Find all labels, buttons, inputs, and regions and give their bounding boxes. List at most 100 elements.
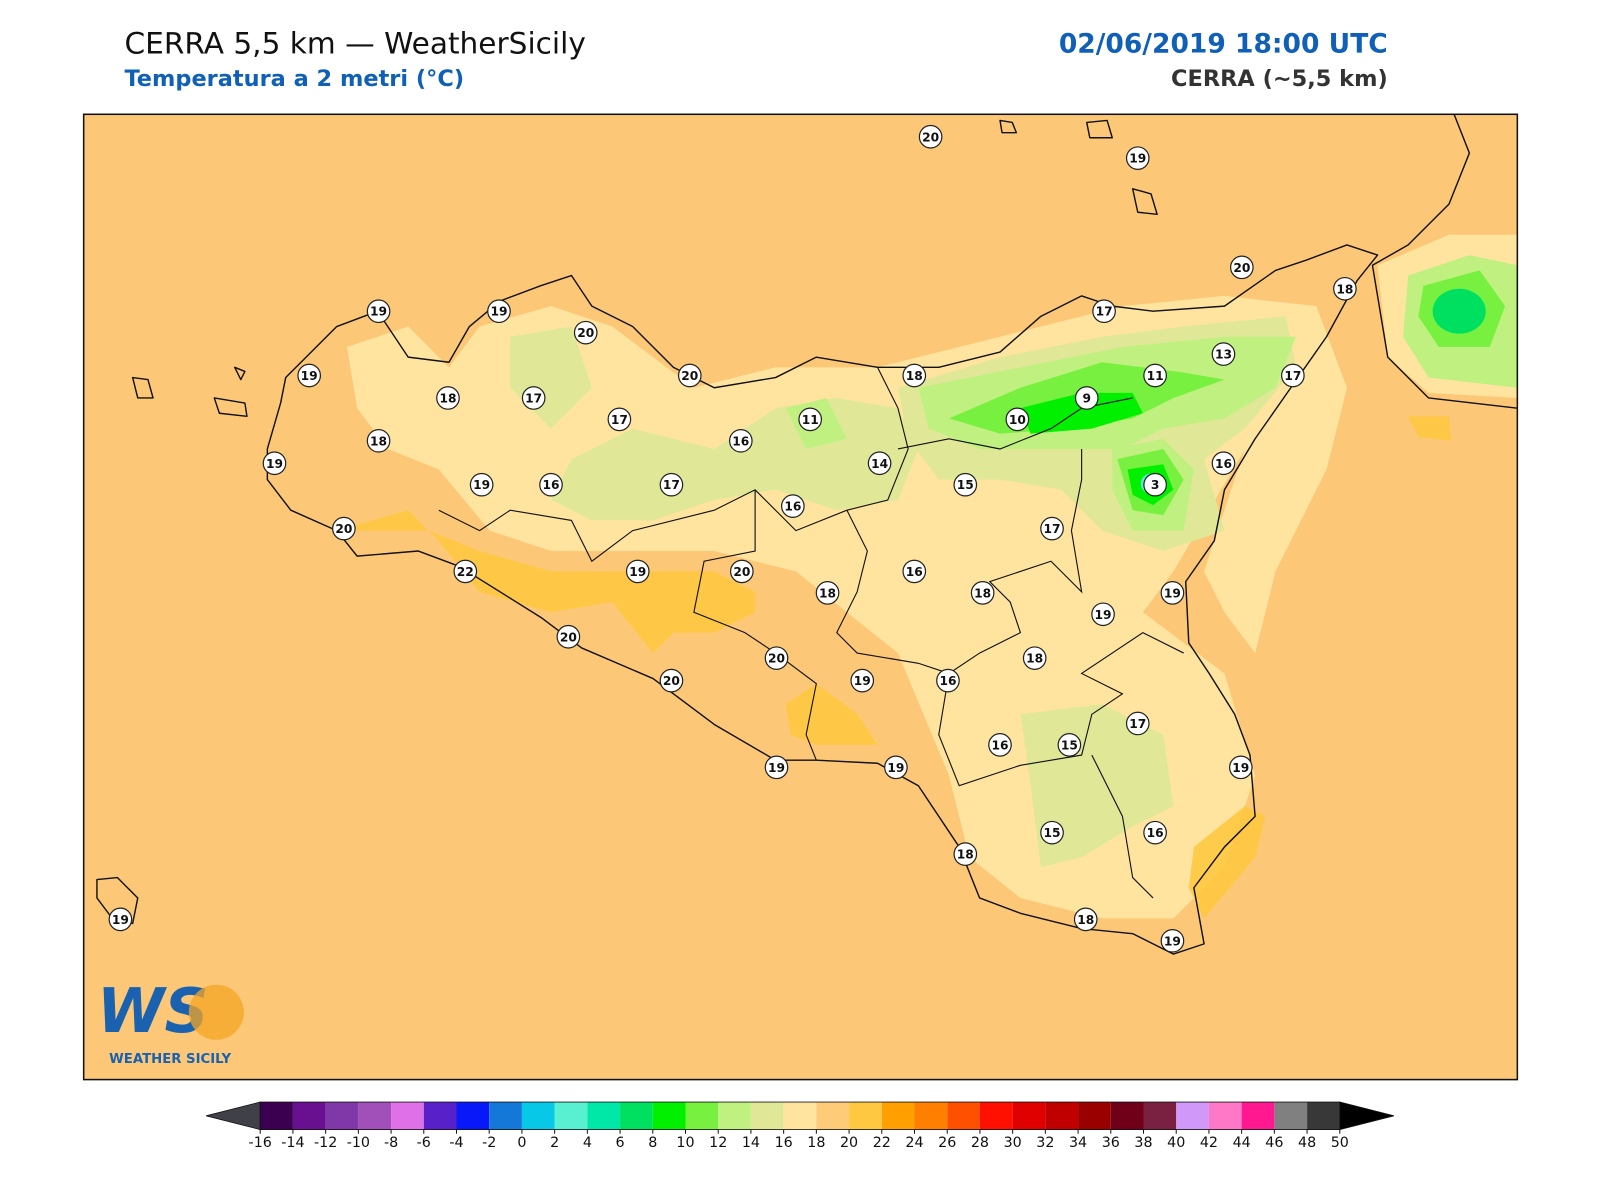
station-marker [573, 320, 598, 345]
station-marker [1040, 516, 1064, 541]
colorbar-swatch [325, 1102, 359, 1130]
station-value: 18 [1026, 652, 1043, 666]
station-value: 20 [733, 565, 750, 579]
subtitle: Temperatura a 2 metri (°C) [124, 66, 464, 92]
colorbar-tick-label: 48 [1298, 1135, 1316, 1151]
colorbar-tick-label: -6 [417, 1135, 431, 1151]
colorbar-swatch [554, 1102, 588, 1130]
station-value: 20 [560, 630, 577, 644]
station-marker [1125, 711, 1150, 736]
station-marker [1125, 146, 1150, 170]
station-marker [469, 472, 494, 497]
station-value: 17 [663, 478, 680, 492]
station-value: 16 [906, 565, 923, 579]
station-value: 20 [1233, 261, 1250, 275]
station-marker [1211, 342, 1236, 366]
station-marker [1005, 407, 1030, 432]
station-marker [297, 363, 322, 388]
station-marker [366, 428, 391, 453]
station-value: 10 [1009, 413, 1026, 427]
colorbar-tick-label: 12 [709, 1135, 727, 1151]
station-value: 20 [922, 130, 939, 144]
colorbar-swatch [1078, 1102, 1111, 1130]
station-marker [625, 559, 650, 584]
station-value: 11 [1147, 369, 1164, 383]
station-marker [521, 386, 546, 410]
colorbar-swatch [1012, 1102, 1046, 1130]
station-marker [1228, 755, 1253, 780]
station-value: 17 [1129, 717, 1146, 731]
station-marker [970, 581, 995, 605]
station-value: 22 [457, 565, 474, 579]
station-value: 11 [802, 413, 819, 427]
model-label: CERRA (~5,5 km) [1171, 66, 1388, 92]
colorbar-tick-label: 0 [517, 1135, 526, 1151]
station-marker [366, 299, 391, 324]
colorbar-tick-label: -4 [449, 1135, 463, 1151]
station-value: 16 [732, 434, 749, 448]
station-value: 19 [1095, 608, 1112, 622]
station-value: 15 [1061, 738, 1078, 752]
colorbar-swatch [750, 1102, 784, 1130]
colorbar-swatch [979, 1102, 1013, 1130]
station-marker [1074, 386, 1099, 410]
station-value: 17 [525, 391, 542, 405]
station-value: 17 [611, 413, 628, 427]
title: CERRA 5,5 km — WeatherSicily [124, 26, 585, 60]
station-value: 20 [681, 369, 698, 383]
province-border [438, 367, 1184, 899]
station-value: 13 [1215, 348, 1232, 362]
colorbar-tick-label: -2 [482, 1135, 496, 1151]
colorbar-tick-label: 46 [1265, 1135, 1283, 1151]
station-value: 19 [1232, 761, 1249, 775]
colorbar-tick-label: 42 [1200, 1135, 1218, 1151]
station-marker [108, 907, 133, 932]
contour-6-8 [1432, 288, 1486, 334]
station-marker [1143, 472, 1167, 497]
colorbar-swatch [456, 1102, 490, 1130]
map-background [83, 114, 1518, 1080]
logo: WS WEATHER SICILY [97, 976, 244, 1067]
station-marker [1230, 255, 1254, 280]
colorbar-tick-label: 36 [1102, 1135, 1120, 1151]
colorbar-swatch [1143, 1102, 1177, 1130]
coastline [266, 244, 1379, 955]
colorbar-tick-label: 28 [971, 1135, 989, 1151]
map-area: 20 19 20 18 19 19 20 17 13 19 20 18 11 17 18 17 9 17 11 10 1… [83, 114, 1518, 1080]
station-marker [677, 363, 702, 388]
station-marker [884, 755, 908, 780]
station-value: 19 [1164, 586, 1181, 600]
colorbar-tick-label: 30 [1004, 1135, 1022, 1151]
station-value: 19 [490, 305, 507, 319]
colorbar-tick-label: 10 [676, 1135, 694, 1151]
station-value: 20 [663, 674, 680, 688]
colorbar-tick-label: 2 [550, 1135, 559, 1151]
station-value: 17 [1044, 522, 1061, 536]
colorbar-swatch [881, 1102, 915, 1130]
colorbar-tick-label: 24 [905, 1135, 923, 1151]
station-marker [1022, 646, 1047, 670]
station-marker [902, 559, 927, 584]
station-value: 18 [1077, 913, 1094, 927]
station-value: 17 [1096, 305, 1113, 319]
colorbar-swatch [423, 1102, 457, 1130]
station-value: 16 [784, 500, 801, 514]
contour-8-10 [1020, 392, 1174, 506]
station-value: 16 [1147, 826, 1164, 840]
station-value: 15 [1044, 826, 1061, 840]
station-marker [487, 299, 511, 324]
station-marker [1281, 363, 1305, 388]
station-value: 16 [991, 738, 1008, 752]
station-value: 19 [854, 674, 871, 688]
colorbar-swatch [1241, 1102, 1275, 1130]
station-marker [902, 363, 927, 388]
colorbar-tick-label: 14 [742, 1135, 760, 1151]
station-marker [730, 559, 754, 584]
contour-14-16 [510, 316, 1296, 868]
colorbar: -16 -14 -12 -10 -8 -6 -4 -2 0 2 4 6 8 10 12 14 16 18 20 22 2… [206, 1101, 1394, 1151]
station-marker [1160, 928, 1185, 953]
station-value: 20 [335, 522, 352, 536]
station-value: 18 [957, 848, 974, 862]
